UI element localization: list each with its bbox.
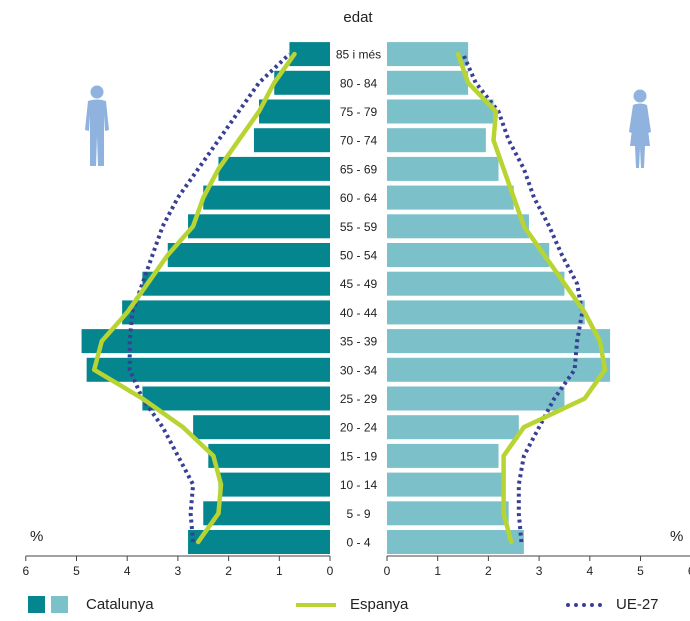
bar-female-60-64 [387, 185, 514, 210]
line-espanya-male [91, 51, 297, 545]
line-ue27-male [127, 52, 291, 543]
bar-male-65-69 [218, 156, 330, 181]
x-tick-label-left: 6 [22, 564, 29, 578]
age-label: 35 - 39 [340, 335, 378, 349]
x-tick-label-left: 0 [327, 564, 334, 578]
bar-male-0-4 [188, 530, 330, 554]
age-label: 25 - 29 [340, 392, 378, 406]
legend-ue27: UE-27 [566, 596, 659, 613]
age-label: 55 - 59 [340, 220, 378, 234]
age-label: 65 - 69 [340, 162, 378, 176]
bar-female-5-9 [387, 501, 509, 526]
bar-male-45-49 [142, 271, 330, 296]
age-label: 10 - 14 [340, 478, 378, 492]
legend-espanya: Espanya [296, 596, 408, 613]
series-lines [91, 51, 608, 545]
age-label: 60 - 64 [340, 191, 378, 205]
bar-female-10-14 [387, 472, 504, 497]
age-label: 75 - 79 [340, 105, 378, 119]
line-espanya-female [455, 51, 608, 545]
age-label: 40 - 44 [340, 306, 378, 320]
bar-female-25-29 [387, 386, 565, 411]
bar-male-25-29 [142, 386, 330, 411]
x-tick-label-right: 5 [637, 564, 644, 578]
bar-male-30-34 [86, 357, 330, 382]
x-tick-label-left: 5 [73, 564, 80, 578]
x-tick-label-left: 1 [276, 564, 283, 578]
bar-male-75-79 [259, 99, 330, 124]
bar-female-30-34 [387, 357, 611, 382]
bar-male-80-84 [274, 70, 330, 95]
x-tick-label-right: 1 [434, 564, 441, 578]
age-label: 20 - 24 [340, 421, 378, 435]
bar-male-5-9 [203, 501, 330, 526]
age-label: 15 - 19 [340, 449, 378, 463]
age-label: 0 - 4 [346, 536, 370, 550]
bar-male-40-44 [122, 300, 330, 325]
x-tick-label-left: 3 [175, 564, 182, 578]
bar-male-20-24 [193, 415, 330, 440]
bar-female-45-49 [387, 271, 565, 296]
line-ue27-female [461, 53, 585, 543]
bar-male-60-64 [203, 185, 330, 210]
bar-female-40-44 [387, 300, 585, 325]
woman-figure-icon [629, 89, 651, 168]
bar-female-55-59 [387, 214, 529, 239]
x-axis: 6 6 5 5 4 4 3 3 2 2 1 1 0 0 [22, 555, 690, 578]
x-tick-label-right: 0 [384, 564, 391, 578]
man-figure-icon [85, 85, 109, 166]
age-label: 80 - 84 [340, 76, 378, 90]
legend-swatch-dark [28, 596, 45, 613]
legend-catalunya: Catalunya [28, 596, 154, 613]
unit-left: % [30, 528, 43, 545]
bar-female-80-84 [387, 70, 469, 95]
x-tick-label-right: 4 [586, 564, 593, 578]
legend-label-espanya: Espanya [350, 596, 409, 613]
bar-male-50-54 [167, 243, 330, 267]
legend-label-catalunya: Catalunya [86, 596, 154, 613]
bar-female-0-4 [387, 530, 524, 554]
age-label: 70 - 74 [340, 134, 378, 148]
bar-female-65-69 [387, 156, 499, 181]
legend-swatch-espanya [296, 602, 336, 607]
male-bars [81, 42, 330, 554]
bar-female-35-39 [387, 329, 611, 354]
bar-male-15-19 [208, 443, 330, 468]
bar-female-20-24 [387, 415, 519, 440]
chart-title: edat [343, 9, 373, 26]
legend-swatch-ue27 [566, 602, 602, 607]
bar-male-70-74 [253, 128, 330, 153]
age-label: 85 i més [336, 48, 381, 62]
age-label: 5 - 9 [346, 507, 370, 521]
bar-female-75-79 [387, 99, 494, 124]
legend-label-ue27: UE-27 [616, 596, 659, 613]
unit-right: % [670, 528, 683, 545]
x-tick-label-right: 3 [536, 564, 543, 578]
x-tick-label-right: 6 [688, 564, 690, 578]
age-label: 45 - 49 [340, 277, 378, 291]
bar-male-35-39 [81, 329, 330, 354]
female-bars [387, 42, 611, 554]
x-tick-label-left: 2 [225, 564, 232, 578]
legend-swatch-light [51, 596, 68, 613]
bar-female-85imés [387, 42, 469, 67]
x-tick-label-right: 2 [485, 564, 492, 578]
bar-male-10-14 [218, 472, 330, 497]
bar-female-15-19 [387, 443, 499, 468]
age-label: 30 - 34 [340, 363, 378, 377]
bar-male-55-59 [188, 214, 330, 239]
age-label: 50 - 54 [340, 249, 378, 263]
age-labels: 0 - 4 5 - 9 10 - 14 15 - 19 20 - 24 25 - 29 30… [336, 48, 381, 550]
bar-female-50-54 [387, 243, 550, 267]
bar-female-70-74 [387, 128, 486, 153]
x-tick-label-left: 4 [124, 564, 131, 578]
